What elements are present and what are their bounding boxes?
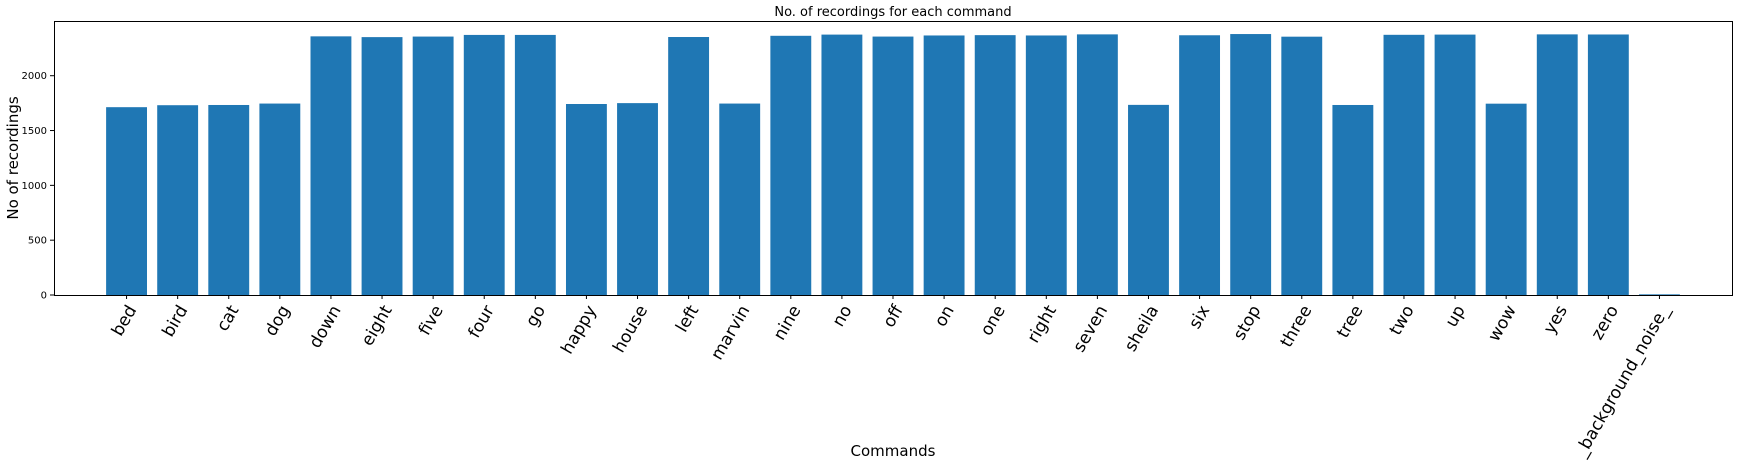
x-tick-label-bird: bird xyxy=(158,302,192,341)
y-tick-label: 1000 xyxy=(22,181,47,192)
y-tick-label: 1500 xyxy=(22,126,47,137)
bar-dog xyxy=(259,103,301,295)
bar-happy xyxy=(565,104,607,295)
x-tick-label-three: three xyxy=(1277,302,1317,351)
y-tick-label: 2000 xyxy=(22,71,47,82)
x-tick-label-five: five xyxy=(415,302,448,339)
y-tick-label: 0 xyxy=(41,291,47,302)
bar-house xyxy=(617,103,658,295)
x-tick-label-go: go xyxy=(522,302,550,330)
bar-bird xyxy=(157,105,199,295)
bar-_background_noise_ xyxy=(1639,294,1680,295)
y-axis-ticks: 0 500 1000 1500 2000 xyxy=(22,71,54,302)
bar-wow xyxy=(1485,103,1527,295)
y-tick-label: 500 xyxy=(28,236,47,247)
x-axis-label: Commands xyxy=(851,442,936,460)
bar-four xyxy=(463,34,505,295)
x-tick-label-yes: yes xyxy=(1540,302,1572,338)
x-tick-label-cat: cat xyxy=(213,302,244,335)
bar-go xyxy=(514,34,556,295)
x-tick-label-right: right xyxy=(1024,302,1061,347)
x-tick-label-four: four xyxy=(464,302,498,342)
x-tick-label-stop: stop xyxy=(1230,302,1266,344)
x-tick-label-no: no xyxy=(829,302,857,330)
bar-six xyxy=(1179,35,1221,296)
x-tick-label-on: on xyxy=(931,302,959,330)
x-tick-label-_background_noise_: _background_noise_ xyxy=(1571,302,1675,462)
bar-cat xyxy=(208,104,250,295)
bar-tree xyxy=(1332,104,1374,295)
x-tick-label-zero: zero xyxy=(1587,302,1623,344)
bar-down xyxy=(310,36,352,296)
x-tick-label-six: six xyxy=(1185,302,1214,332)
x-tick-label-happy: happy xyxy=(557,302,601,358)
bar-up xyxy=(1434,34,1476,296)
bar-zero xyxy=(1587,34,1629,295)
x-tick-label-two: two xyxy=(1386,302,1419,339)
x-tick-label-seven: seven xyxy=(1069,302,1112,356)
bar-right xyxy=(1025,35,1067,295)
x-tick-label-one: one xyxy=(977,302,1010,339)
bar-off xyxy=(872,36,914,295)
x-tick-label-dog: dog xyxy=(261,302,294,340)
bars-layer xyxy=(106,34,1680,296)
bar-left xyxy=(668,37,710,296)
x-tick-label-house: house xyxy=(609,302,652,356)
x-tick-label-marvin: marvin xyxy=(707,302,754,364)
chart-title: No. of recordings for each command xyxy=(774,5,1011,20)
bar-eight xyxy=(361,37,403,295)
x-tick-label-eight: eight xyxy=(358,302,397,350)
x-tick-label-sheila: sheila xyxy=(1121,302,1163,355)
bar-on xyxy=(923,35,965,295)
bar-one xyxy=(974,35,1016,296)
x-tick-label-up: up xyxy=(1442,302,1470,331)
bar-three xyxy=(1281,36,1323,295)
bar-sheila xyxy=(1128,104,1169,295)
x-tick-label-bed: bed xyxy=(108,302,141,340)
bar-marvin xyxy=(719,103,761,295)
x-axis-ticks: bed bird cat dog down eight five four go happy hou… xyxy=(108,295,1674,461)
y-axis-label: No of recordings xyxy=(4,96,22,220)
x-tick-label-tree: tree xyxy=(1333,302,1367,342)
bar-nine xyxy=(770,35,812,296)
bar-seven xyxy=(1076,34,1118,295)
x-tick-label-down: down xyxy=(305,302,345,352)
bar-yes xyxy=(1536,34,1578,295)
bar-five xyxy=(412,36,454,295)
bar-stop xyxy=(1230,34,1272,296)
bar-no xyxy=(821,34,863,296)
x-tick-label-off: off xyxy=(879,301,908,331)
x-tick-label-left: left xyxy=(672,302,703,336)
bar-bed xyxy=(106,107,147,295)
x-tick-label-nine: nine xyxy=(770,302,806,344)
bar-two xyxy=(1383,34,1425,295)
x-tick-label-wow: wow xyxy=(1484,302,1520,345)
